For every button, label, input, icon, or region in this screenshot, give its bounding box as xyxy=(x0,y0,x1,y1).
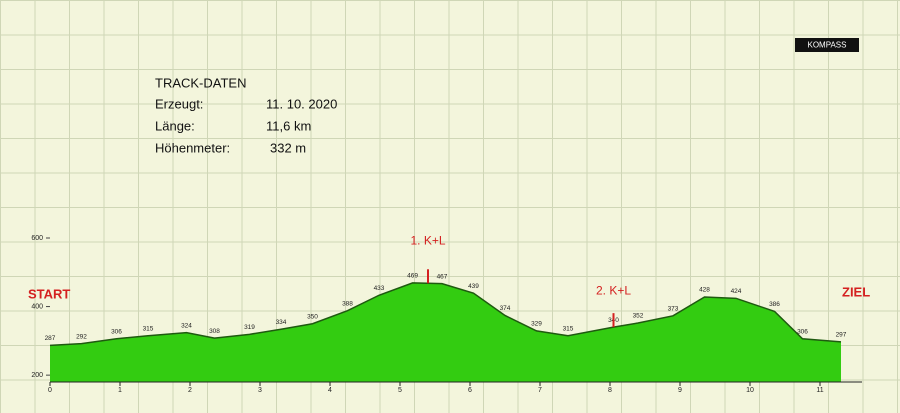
value-label: 315 xyxy=(563,325,574,332)
logo-box xyxy=(795,38,859,52)
logo: KOMPASS xyxy=(808,41,847,50)
value-label: 439 xyxy=(468,283,479,290)
info-label: Erzeugt: xyxy=(155,96,203,111)
y-tick-label: 600 xyxy=(31,235,43,242)
value-label: 329 xyxy=(531,321,542,328)
value-label: 324 xyxy=(181,322,192,329)
x-tick-label: 2 xyxy=(188,387,192,394)
value-label: 352 xyxy=(633,313,644,320)
x-tick-label: 10 xyxy=(746,387,754,394)
x-tick-label: 1 xyxy=(118,387,122,394)
value-label: 469 xyxy=(407,273,418,280)
info-value: 11,6 km xyxy=(266,118,311,133)
x-tick-label: 9 xyxy=(678,387,682,394)
value-label: 287 xyxy=(45,335,56,342)
annotation-label: 1. K+L xyxy=(410,233,445,247)
value-label: 297 xyxy=(836,332,847,339)
info-label: Höhenmeter: xyxy=(155,140,230,155)
info-value: 332 m xyxy=(270,140,306,155)
elevation-line xyxy=(49,282,842,347)
value-label: 292 xyxy=(76,333,87,340)
info-value: 11. 10. 2020 xyxy=(266,96,337,111)
value-label: 319 xyxy=(244,324,255,331)
value-label: 388 xyxy=(342,300,353,307)
x-tick-label: 11 xyxy=(816,387,823,394)
value-label: 334 xyxy=(276,319,287,326)
value-label: 306 xyxy=(111,329,122,336)
value-label: 373 xyxy=(668,306,679,313)
x-tick-label: 6 xyxy=(468,387,472,394)
x-tick-label: 4 xyxy=(328,387,332,394)
start-label: START xyxy=(28,286,70,301)
value-label: 467 xyxy=(437,273,448,280)
end-label: ZIEL xyxy=(842,284,870,299)
value-label: 374 xyxy=(500,305,511,312)
x-tick-label: 8 xyxy=(608,387,612,394)
x-tick-label: 0 xyxy=(48,387,52,394)
y-tick-label: 400 xyxy=(31,303,43,310)
annotation-label: 2. K+L xyxy=(596,283,631,297)
value-label: 433 xyxy=(374,285,385,292)
y-tick-label: 200 xyxy=(31,372,43,379)
x-tick-label: 7 xyxy=(538,387,542,394)
value-label: 386 xyxy=(769,301,780,308)
value-label: 428 xyxy=(699,287,710,294)
value-label: 315 xyxy=(143,325,154,332)
info-label: Länge: xyxy=(155,118,195,133)
elevation-area xyxy=(50,282,841,382)
x-tick-label: 5 xyxy=(398,387,402,394)
value-label: 350 xyxy=(307,313,318,320)
value-label: 306 xyxy=(797,329,808,336)
value-label: 424 xyxy=(731,288,742,295)
value-label: 308 xyxy=(209,328,220,335)
x-tick-label: 3 xyxy=(258,387,262,394)
info-title: TRACK-DATEN xyxy=(155,75,246,90)
